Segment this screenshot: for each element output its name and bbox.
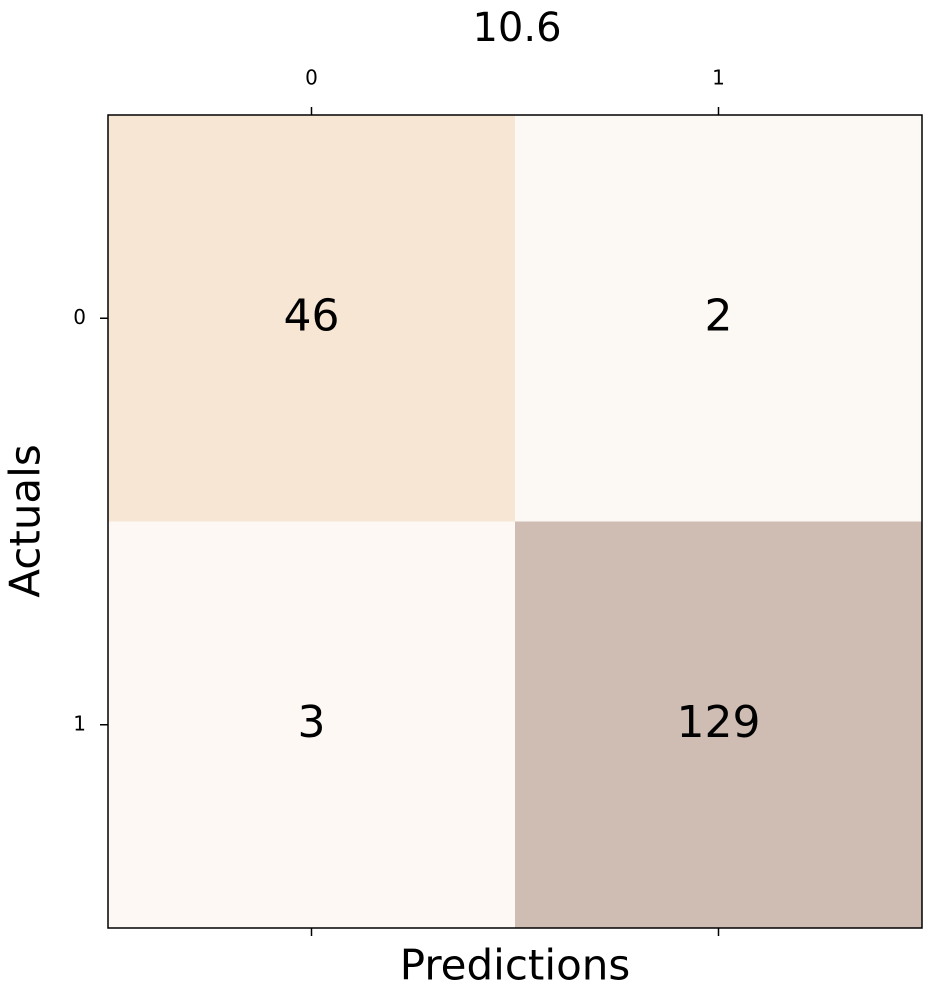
chart-title: 10.6 xyxy=(472,5,561,51)
cell-label: 129 xyxy=(677,697,761,748)
cell-label: 46 xyxy=(284,290,340,341)
y-axis-label: Actuals xyxy=(1,444,50,597)
cell-label: 2 xyxy=(705,290,733,341)
x-axis-label: Predictions xyxy=(400,941,631,990)
cell-label: 3 xyxy=(298,697,326,748)
plot-frame xyxy=(107,114,923,929)
x-tick-label: 1 xyxy=(712,66,725,90)
y-tick-label: 1 xyxy=(73,711,86,735)
heatmap-cell xyxy=(515,115,923,522)
x-tick-label: 0 xyxy=(305,66,318,90)
heatmap-cell xyxy=(108,521,516,929)
y-tick-label: 0 xyxy=(73,305,86,329)
heatmap-cell xyxy=(108,115,516,522)
heatmap-cell xyxy=(515,521,923,929)
